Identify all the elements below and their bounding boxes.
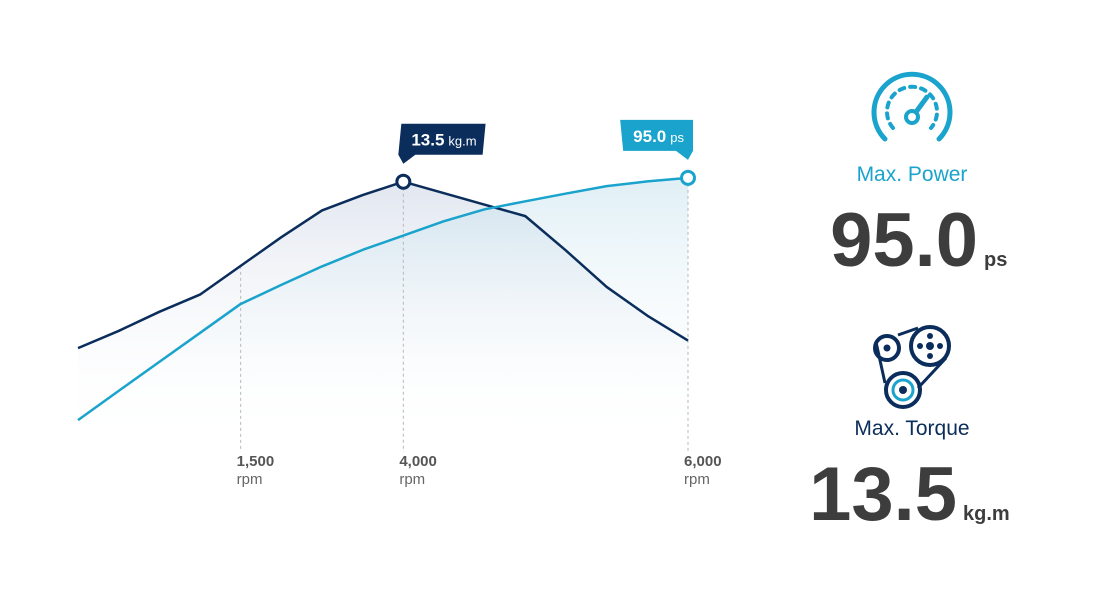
power-value: 95.0 [830,198,978,283]
callout-label: 13.5 kg.m [411,131,476,150]
callout-label: 95.0 ps [633,127,684,146]
x-unit-label: rpm [237,471,263,488]
x-unit-label: rpm [399,471,425,488]
peak-marker [395,173,412,190]
area [78,177,688,440]
x-tick-label: 1,500 [237,453,275,470]
power-icon [871,71,953,142]
peak-marker [680,169,696,186]
callout: 95.0 ps [620,119,693,160]
x-tick-label: 6,000 [684,453,722,470]
torque-label: Max. Torque [854,417,969,440]
callout-unit: kg.m [448,134,476,149]
callout: 13.5 kg.m [398,123,486,164]
torque-unit: kg.m [963,503,1010,525]
callout-box [398,123,486,164]
power-unit: ps [984,249,1007,271]
x-unit-label: rpm [684,471,710,488]
callout-unit: ps [670,130,684,145]
power-label: Max. Power [857,163,968,186]
line [77,176,689,422]
x-tick-label: 4,000 [399,453,437,470]
torque-value: 13.5 [809,452,957,537]
line [77,180,689,350]
callout-value: 13.5 [411,131,444,150]
torque-icon [873,325,951,409]
callout-value: 95.0 [633,127,666,146]
callout-box [620,119,693,160]
